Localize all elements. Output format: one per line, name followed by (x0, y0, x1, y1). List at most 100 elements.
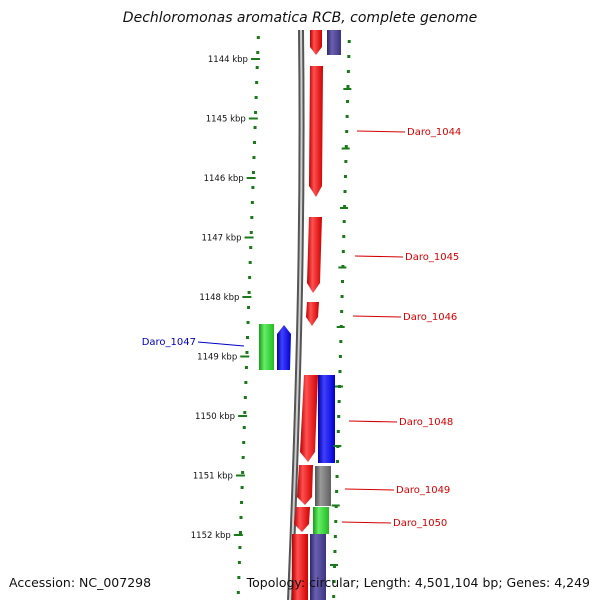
scale-dot (255, 66, 259, 69)
scale-dot (244, 366, 248, 369)
scale-dot (345, 130, 349, 133)
scale-dot (343, 205, 347, 208)
gene-label[interactable]: Daro_1045 (405, 252, 459, 263)
tick-label: 1146 kbp (204, 174, 244, 184)
gene-feature[interactable] (310, 534, 326, 600)
scale-dot (237, 576, 241, 579)
scale-dot (341, 280, 344, 283)
accession-text: Accession: NC_007298 (9, 575, 152, 590)
scale-dot (342, 235, 346, 238)
tick-label: 1144 kbp (208, 55, 248, 65)
scale-dot (251, 186, 255, 189)
scale-dot (248, 261, 252, 264)
scale-dot (250, 216, 254, 219)
gene-label[interactable]: Daro_1048 (399, 417, 453, 428)
scale-dot (333, 535, 337, 538)
scale-dot (347, 55, 351, 58)
scale-dot (243, 396, 247, 399)
gene-feature[interactable] (310, 30, 322, 55)
scale-dot (245, 336, 249, 339)
gene-feature-daro-1048[interactable] (300, 375, 318, 462)
scale-dot (237, 561, 241, 564)
gene-label[interactable]: Daro_1047 (142, 337, 196, 348)
scale-dot (340, 310, 344, 313)
scale-dot (253, 141, 257, 144)
gene-feature-daro-1044[interactable] (309, 66, 323, 197)
scale-dot (345, 115, 349, 118)
gene-label[interactable]: Daro_1049 (396, 485, 450, 496)
scale-dot (335, 490, 339, 493)
scale-dot (256, 51, 260, 54)
scale-dot (249, 231, 253, 234)
scale-dot (341, 250, 345, 253)
scale-dot (346, 85, 350, 88)
scale-dot (241, 471, 245, 474)
scale-dot (247, 291, 251, 294)
gene-feature-daro-1049[interactable] (297, 465, 313, 505)
left-scale-track (236, 36, 260, 594)
scale-dot (343, 190, 347, 193)
gene-label[interactable]: Daro_1044 (407, 127, 461, 138)
gene-label[interactable]: Daro_1046 (403, 312, 457, 323)
scale-dot (334, 520, 338, 523)
gene-feature-daro-1050[interactable] (294, 507, 310, 532)
gene-feature-daro-1047-green[interactable] (259, 324, 274, 370)
scale-dot (238, 531, 242, 534)
scale-dot (246, 321, 250, 324)
scale-dot (332, 580, 336, 583)
scale-dot (247, 306, 251, 309)
gene-feature[interactable] (327, 30, 341, 55)
scale-dot (255, 81, 259, 84)
gene-feature-daro-1045[interactable] (307, 217, 322, 293)
scale-dot (332, 595, 336, 598)
scale-dot (344, 145, 348, 148)
tick-label: 1147 kbp (201, 234, 241, 244)
gene-features (259, 30, 341, 600)
scale-dot (342, 220, 346, 223)
tick-label: 1151 kbp (193, 472, 233, 482)
gene-feature-daro-1049-gray[interactable] (315, 466, 331, 506)
tick-label: 1148 kbp (199, 293, 239, 303)
tick-label: 1149 kbp (197, 353, 237, 363)
gene-feature-daro-1046[interactable] (306, 302, 319, 326)
scale-dot (337, 400, 341, 403)
scale-dot (250, 201, 254, 204)
scale-dot (338, 370, 342, 373)
scale-dot (344, 160, 348, 163)
gene-feature-daro-1050-green[interactable] (313, 507, 329, 534)
scale-dot (346, 100, 350, 103)
scale-dot (343, 175, 347, 178)
gene-labels: Daro_1044 Daro_1045 Daro_1046 Daro_1047 Daro… (142, 127, 462, 529)
gene-feature[interactable] (292, 534, 308, 600)
leader-line (344, 488, 395, 491)
map-title: Dechloromonas aromatica RCB, complete ge… (122, 10, 478, 26)
scale-dot (252, 156, 256, 159)
scale-dot (239, 516, 243, 519)
scale-dot (253, 126, 257, 129)
scale-dot (242, 426, 246, 429)
scale-dot (238, 546, 242, 549)
gene-feature-daro-1048-blue[interactable] (318, 375, 335, 463)
scale-dot (251, 171, 255, 174)
scale-dot (243, 411, 247, 414)
scale-dot (335, 475, 339, 478)
genome-backbone-highlight (289, 29, 303, 600)
leader-line (197, 341, 245, 347)
scale-dot (249, 246, 253, 249)
gene-label[interactable]: Daro_1050 (393, 518, 447, 529)
leader-line (341, 521, 392, 524)
scale-dot (256, 36, 260, 39)
scale-dot (241, 456, 245, 459)
scale-dot (333, 565, 337, 568)
scale-dot (346, 70, 350, 73)
scale-dot (254, 111, 258, 114)
scale-dot (336, 430, 340, 433)
scale-dot (335, 460, 339, 463)
scale-dot (254, 96, 258, 99)
scale-dot (347, 40, 351, 43)
gene-feature-daro-1047[interactable] (277, 325, 291, 370)
scale-dot (242, 441, 246, 444)
scale-dot (333, 550, 337, 553)
scale-dot (338, 355, 342, 358)
